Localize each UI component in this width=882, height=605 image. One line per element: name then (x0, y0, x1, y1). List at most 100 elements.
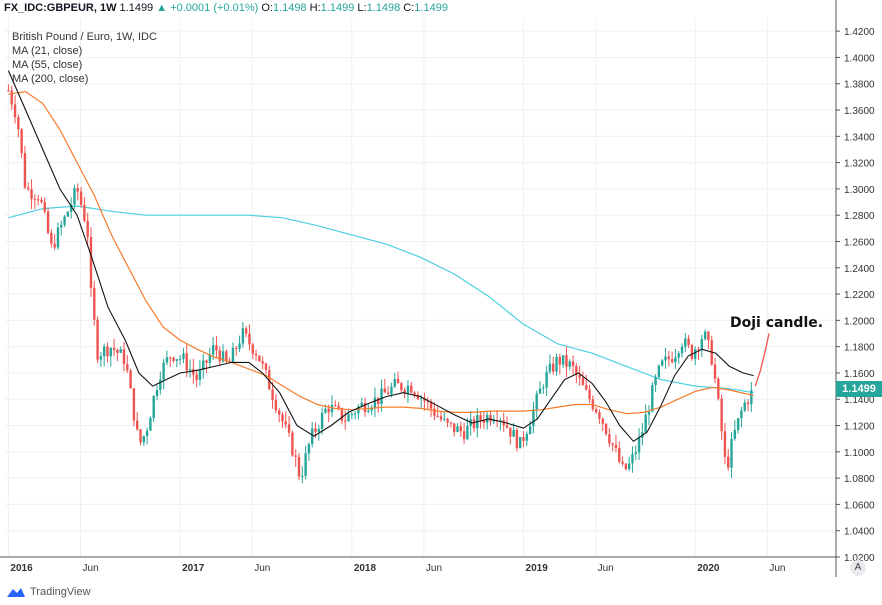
open-value: 1.1498 (272, 2, 307, 14)
candle-body (284, 421, 287, 425)
candle-body (145, 430, 149, 437)
candle-body (634, 452, 637, 455)
candle-body (604, 423, 608, 435)
legend-ma21[interactable]: MA (21, close) (12, 45, 83, 57)
candle-body (225, 351, 228, 361)
legend-ma55[interactable]: MA (55, close) (12, 59, 83, 71)
symbol-label: FX_IDC:GBPEUR, 1W (4, 2, 117, 14)
candle-body (202, 360, 205, 370)
candle-body (53, 243, 56, 248)
footer-brand[interactable]: TradingView (6, 586, 91, 598)
x-tick-label: 2016 (10, 563, 33, 574)
y-tick-label: 1.3200 (844, 159, 875, 170)
y-tick-label: 1.1600 (844, 369, 875, 380)
x-tick-label: Jun (254, 563, 270, 574)
candle-body (178, 358, 182, 360)
candle-body (337, 405, 340, 408)
candle-body (27, 187, 30, 190)
candle-body (106, 346, 109, 357)
candle-body (657, 365, 661, 378)
candle-body (50, 232, 53, 244)
candle-body (429, 401, 433, 409)
candle-body (449, 422, 453, 424)
candle-body (660, 360, 664, 366)
x-tick-label: 2017 (182, 563, 205, 574)
candle-body (172, 357, 175, 361)
candle-body (215, 345, 218, 351)
candle-body (258, 355, 261, 362)
candle-body (370, 408, 373, 411)
candle-body (618, 447, 621, 462)
candle-body (188, 369, 192, 371)
legend-title[interactable]: British Pound / Euro, 1W, IDC (12, 31, 157, 43)
candle-body (23, 153, 27, 188)
candle-body (575, 365, 578, 375)
candle-body (291, 432, 294, 456)
candle-body (344, 420, 347, 422)
candle-body (261, 361, 264, 364)
candle-body (235, 347, 238, 349)
candle-body (509, 427, 512, 437)
candle-body (456, 426, 459, 432)
x-tick-label: 2019 (526, 563, 549, 574)
candle-body (535, 393, 538, 410)
candle-body (56, 227, 60, 248)
candle-body (750, 390, 753, 405)
candle-body (89, 237, 93, 288)
candle-body (727, 456, 730, 468)
y-tick-label: 1.2400 (844, 264, 875, 275)
candle-body (720, 398, 723, 432)
candle-body (149, 417, 152, 431)
candle-body (248, 333, 251, 345)
candle-body (109, 347, 112, 357)
candle-body (330, 405, 334, 413)
candle-body (13, 104, 17, 118)
candle-body (505, 425, 509, 428)
candle-body (578, 374, 581, 378)
x-tick-label: 2020 (697, 563, 720, 574)
candle-body (251, 344, 254, 354)
auto-scale-button[interactable]: A (850, 560, 866, 576)
candle-body (406, 385, 410, 394)
candle-body (532, 409, 535, 427)
y-tick-label: 1.3400 (844, 132, 875, 143)
candle-body (327, 408, 330, 413)
projection-layer (754, 333, 770, 387)
candle-body (363, 402, 367, 412)
candle-body (314, 428, 317, 432)
candle-body (561, 355, 565, 365)
candle-body (165, 357, 169, 363)
y-tick-label: 1.1400 (844, 395, 875, 406)
x-tick-label: Jun (769, 563, 785, 574)
candle-body (30, 189, 33, 199)
candle-body (631, 454, 634, 464)
candle-body (116, 349, 119, 353)
legend-ma200[interactable]: MA (200, close) (12, 73, 89, 85)
ma200-layer (8, 205, 754, 394)
y-tick-label: 1.0600 (844, 500, 875, 511)
y-tick-label: 1.1000 (844, 448, 875, 459)
candle-body (426, 401, 429, 403)
candle-body (238, 343, 241, 349)
candle-body (433, 408, 436, 416)
doji-annotation: Doji candle. (730, 315, 824, 331)
candle-body (241, 328, 245, 344)
candle-body (439, 416, 443, 420)
candle-body (317, 428, 321, 432)
candle-body (552, 363, 555, 372)
candle-body (489, 415, 492, 422)
ma55-layer (8, 90, 754, 415)
candle-body (443, 418, 446, 420)
candle-body (63, 216, 66, 225)
candle-body (598, 412, 601, 419)
y-tick-label: 1.3800 (844, 80, 875, 91)
candle-body (479, 415, 482, 421)
candle-body (360, 402, 363, 407)
candle-body (274, 399, 278, 411)
candle-body (459, 426, 462, 432)
candle-body (601, 418, 604, 424)
candle-body (93, 287, 96, 320)
candle-body (43, 202, 46, 212)
y-tick-label: 1.2000 (844, 316, 875, 327)
